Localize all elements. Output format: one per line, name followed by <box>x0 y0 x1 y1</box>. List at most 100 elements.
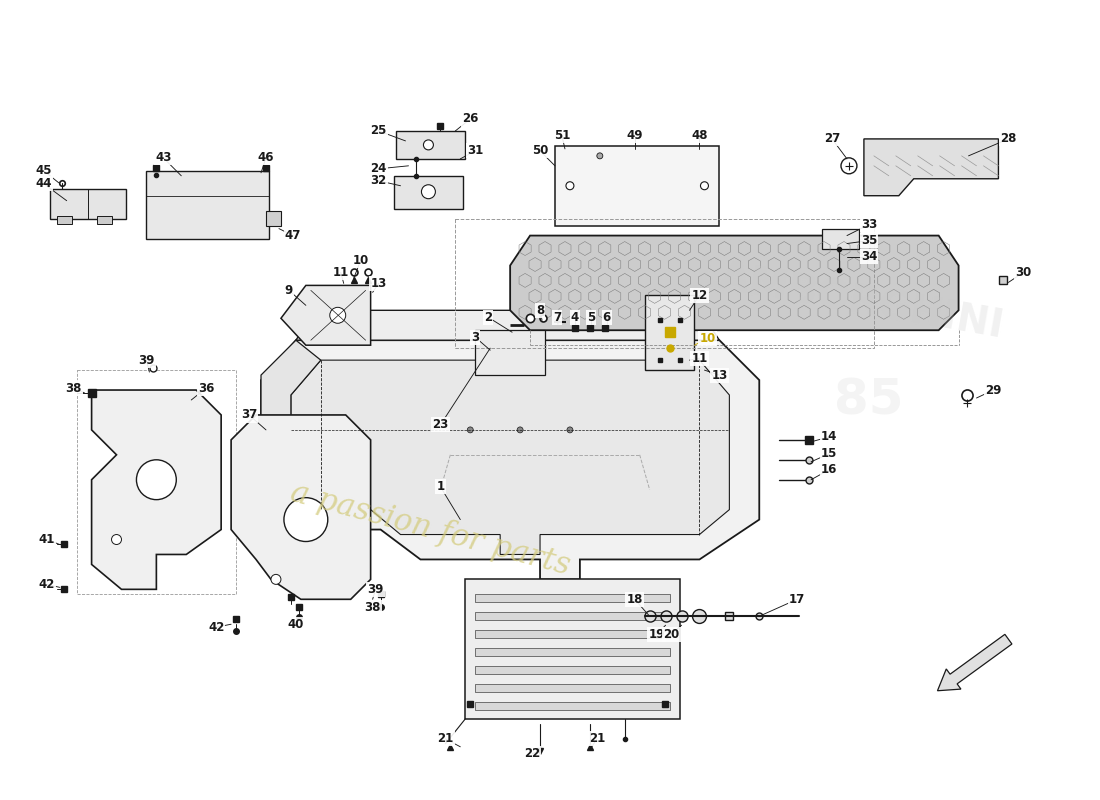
Text: 10: 10 <box>700 332 716 345</box>
Text: 49: 49 <box>627 130 644 142</box>
Text: 21: 21 <box>437 732 453 746</box>
Circle shape <box>566 427 573 433</box>
Polygon shape <box>864 139 999 196</box>
Text: 41: 41 <box>39 533 55 546</box>
Text: 20: 20 <box>663 628 680 641</box>
Circle shape <box>517 427 524 433</box>
Text: 14: 14 <box>821 430 837 443</box>
FancyArrow shape <box>937 634 1012 690</box>
Polygon shape <box>290 360 729 554</box>
Bar <box>465 579 680 719</box>
Circle shape <box>565 182 574 190</box>
Circle shape <box>424 140 433 150</box>
Text: 11: 11 <box>692 352 707 365</box>
Polygon shape <box>556 146 719 226</box>
Text: 24: 24 <box>371 162 387 175</box>
Bar <box>475 702 670 710</box>
Text: 30: 30 <box>1015 266 1032 279</box>
Circle shape <box>271 574 281 584</box>
Circle shape <box>284 498 328 542</box>
Text: 85: 85 <box>834 376 903 424</box>
Polygon shape <box>91 390 221 590</box>
Text: 16: 16 <box>821 463 837 476</box>
Text: 13: 13 <box>371 277 387 290</box>
Polygon shape <box>50 189 127 218</box>
Circle shape <box>136 460 176 500</box>
Text: 31: 31 <box>468 144 483 158</box>
Text: 9: 9 <box>285 284 293 297</box>
Text: 7: 7 <box>553 310 561 324</box>
Text: 19: 19 <box>648 628 664 641</box>
Text: LAMBORGHINI: LAMBORGHINI <box>692 254 1006 346</box>
Circle shape <box>842 158 857 174</box>
Text: 27: 27 <box>824 133 840 146</box>
Text: 23: 23 <box>432 418 449 431</box>
Text: 42: 42 <box>39 578 55 591</box>
Text: 42: 42 <box>208 621 224 634</box>
Bar <box>475 666 670 674</box>
Bar <box>475 612 670 620</box>
Polygon shape <box>296 310 719 340</box>
Bar <box>266 210 280 226</box>
Text: 13: 13 <box>712 369 727 382</box>
Text: 1: 1 <box>437 480 444 493</box>
Text: 15: 15 <box>821 447 837 460</box>
Text: 28: 28 <box>1000 133 1016 146</box>
Polygon shape <box>396 131 465 159</box>
Text: a passion for parts: a passion for parts <box>287 478 574 582</box>
Polygon shape <box>231 415 371 599</box>
Text: 22: 22 <box>524 747 540 760</box>
Polygon shape <box>475 330 544 375</box>
Circle shape <box>468 427 473 433</box>
Polygon shape <box>510 235 958 330</box>
Polygon shape <box>280 286 371 345</box>
Text: 39: 39 <box>367 583 384 596</box>
Text: 35: 35 <box>860 234 877 247</box>
Text: 46: 46 <box>257 151 274 164</box>
Text: 38: 38 <box>66 382 81 394</box>
Circle shape <box>421 185 436 198</box>
Text: 8: 8 <box>536 304 544 317</box>
Text: 11: 11 <box>332 266 349 279</box>
Bar <box>475 648 670 656</box>
Polygon shape <box>261 340 759 579</box>
Text: 47: 47 <box>285 229 301 242</box>
Text: 48: 48 <box>691 130 707 142</box>
Polygon shape <box>146 170 270 238</box>
Bar <box>97 216 111 224</box>
Text: 45: 45 <box>35 164 52 178</box>
Text: 38: 38 <box>364 601 381 614</box>
Text: 5: 5 <box>586 310 595 324</box>
Text: 32: 32 <box>371 174 387 187</box>
Bar <box>57 216 72 224</box>
Bar <box>475 684 670 692</box>
Circle shape <box>111 534 121 545</box>
Text: 40: 40 <box>288 618 304 630</box>
Polygon shape <box>822 229 859 249</box>
Text: 26: 26 <box>462 113 478 126</box>
Text: 21: 21 <box>588 732 605 746</box>
Circle shape <box>597 153 603 159</box>
Polygon shape <box>645 295 694 370</box>
Text: 44: 44 <box>35 178 52 190</box>
Text: 37: 37 <box>241 409 257 422</box>
Text: 3: 3 <box>471 330 480 344</box>
Text: 18: 18 <box>627 593 642 606</box>
Text: 4: 4 <box>571 310 579 324</box>
Text: 10: 10 <box>352 254 368 267</box>
Bar <box>475 630 670 638</box>
Text: 33: 33 <box>861 218 877 231</box>
Bar <box>455 218 873 348</box>
Polygon shape <box>261 340 321 530</box>
Circle shape <box>330 307 345 323</box>
Text: 34: 34 <box>860 250 877 263</box>
Polygon shape <box>394 176 463 209</box>
Text: 50: 50 <box>531 144 548 158</box>
Text: 39: 39 <box>139 354 155 366</box>
Text: 36: 36 <box>198 382 214 394</box>
Bar <box>475 594 670 602</box>
Text: 2: 2 <box>484 310 493 324</box>
Text: 25: 25 <box>371 125 387 138</box>
Text: 6: 6 <box>603 310 611 324</box>
Text: 29: 29 <box>986 383 1002 397</box>
